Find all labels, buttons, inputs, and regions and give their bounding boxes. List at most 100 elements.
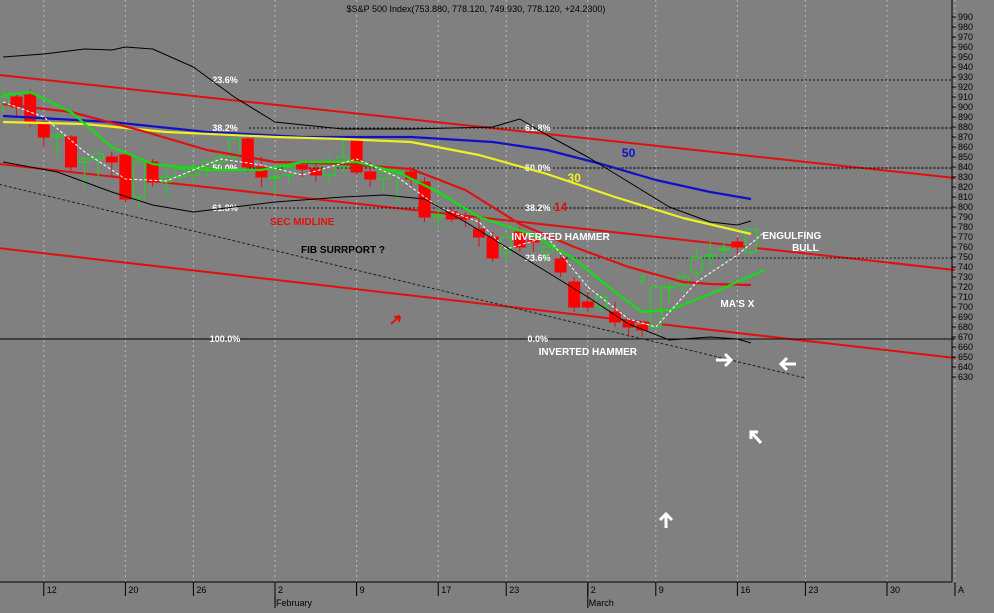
candle [581,292,594,312]
candle [65,135,77,172]
candle-body [609,311,621,323]
chart-title: $S&P 500 Index(753.880, 778.120, 749.930… [347,4,606,14]
fib-level-label: 23.6% [525,253,551,263]
candle-body [119,154,132,200]
month-label: February [276,598,313,608]
candle-body [745,228,757,253]
x-tick-label: 23 [509,585,519,595]
fib-level-label: 50.0% [212,163,238,173]
candle [473,217,485,247]
indicator-line [2,101,765,328]
candle [105,152,118,177]
candle [459,212,472,227]
y-tick-label: 630 [958,372,973,382]
y-tick-label: 810 [958,192,973,202]
candle [690,247,703,277]
annotation-label: MA'S X [720,299,754,310]
y-tick-label: 880 [958,122,973,132]
candle-body [717,248,730,251]
candle [568,277,581,312]
candle-body [241,138,254,168]
x-tick-label: 23 [808,585,818,595]
indicator-line [2,161,752,344]
candle [51,132,64,157]
candle-body [568,281,581,308]
candle-body [296,164,309,170]
y-tick-label: 950 [958,52,973,62]
candle [228,137,241,162]
y-tick-label: 820 [958,182,973,192]
candle-body [459,216,472,220]
candle-body [513,231,526,248]
y-tick-label: 640 [958,362,973,372]
candle-body [500,236,513,253]
y-tick-label: 970 [958,32,973,42]
candle-body [350,138,363,173]
trend-line [0,74,956,179]
y-tick-label: 780 [958,222,973,232]
x-tick-label: 30 [890,585,900,595]
arrows [390,315,796,528]
x-tick-label: 9 [659,585,664,595]
y-tick-label: 840 [958,162,973,172]
candle-body [282,166,295,176]
candle-body [704,254,717,258]
candle-body [10,96,23,108]
fib-level-label: 61.8% [525,123,551,133]
fib-level-label: 100.0% [210,334,241,344]
x-tick-label: 16 [740,585,750,595]
indicator-line [2,114,752,201]
x-tick-label: 20 [128,585,138,595]
y-tick-label: 720 [958,282,973,292]
y-tick-label: 980 [958,22,973,32]
candle [119,152,132,202]
annotation-label: INVERTED HAMMER [539,347,638,358]
grid [43,0,956,582]
candle [269,167,281,195]
candle-body [228,138,241,158]
y-tick-label: 940 [958,62,973,72]
y-tick-label: 790 [958,212,973,222]
x-tick-label: A [958,585,964,595]
y-tick-label: 650 [958,352,973,362]
y-tick-label: 860 [958,142,973,152]
indicator-line [2,46,752,226]
candle-body [51,134,64,138]
indicator-line [2,102,752,287]
y-tick-label: 680 [958,322,973,332]
annotation-label: BULL [792,243,819,254]
white-arrow-right-icon [716,352,734,368]
candle [282,165,295,182]
candle-body [581,301,594,308]
indicator-line [2,90,766,314]
candle [92,152,105,177]
candle [241,137,254,172]
y-tick-label: 900 [958,102,973,112]
candle-body [364,171,377,180]
annotation-label: INVERTED HAMMER [511,232,610,243]
y-tick-label: 730 [958,272,973,282]
candle [309,162,322,182]
candle-body [92,153,105,160]
x-tick-label: 26 [196,585,206,595]
candle-body [309,168,322,176]
y-tick-label: 930 [958,72,973,82]
y-tick-label: 660 [958,342,973,352]
y-tick-label: 850 [958,152,973,162]
candle [187,164,200,182]
x-tick-label: 2 [591,585,596,595]
y-tick-label: 770 [958,232,973,242]
x-tick-label: 17 [441,585,451,595]
fib-level-label: 50.0% [525,163,551,173]
candle-body [486,236,499,259]
red-arrow-icon [390,315,401,325]
candle [554,255,567,277]
annotation-label: 14 [554,200,568,214]
annotation-label: 7 [639,273,646,287]
y-tick-label: 700 [958,302,973,312]
candle-body [377,171,390,180]
candle-body [663,286,676,289]
candle [649,286,662,329]
y-tick-label: 890 [958,112,973,122]
